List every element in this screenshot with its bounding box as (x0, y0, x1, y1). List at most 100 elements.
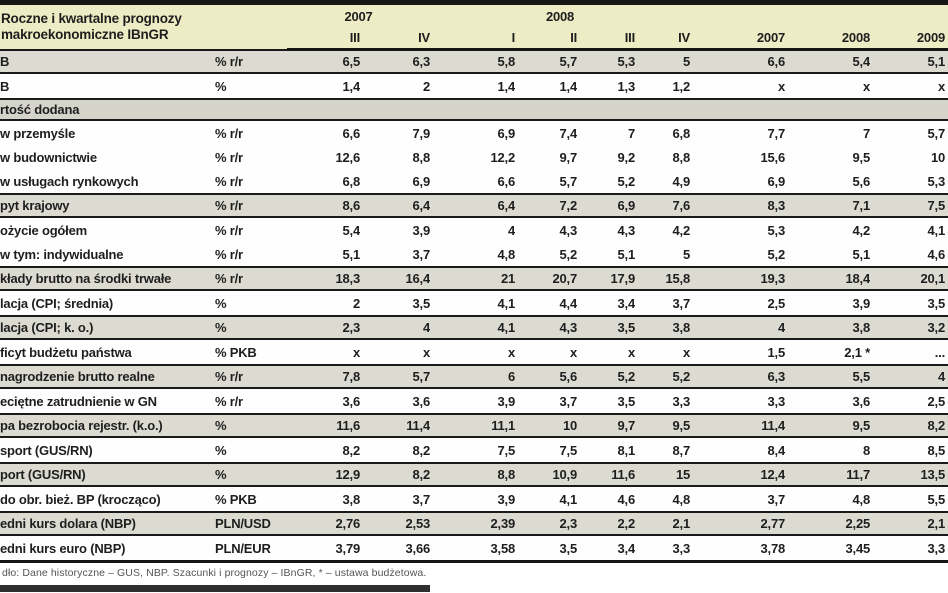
data-cell: 3,9 (785, 290, 871, 316)
data-cell: 4,8 (430, 242, 516, 267)
data-cell: 7,6 (635, 193, 691, 218)
row-unit: PLN/EUR (215, 535, 288, 563)
data-cell: 8,1 (577, 437, 636, 463)
data-cell: 4,3 (515, 315, 578, 340)
data-cell: 5,3 (577, 48, 636, 74)
data-cell: 8,2 (870, 413, 948, 438)
row-unit: % (215, 290, 288, 316)
data-cell: 6,3 (360, 48, 431, 74)
row-unit: % PKB (215, 339, 288, 365)
data-cell: 7 (577, 120, 636, 145)
data-cell: 10,9 (515, 462, 578, 487)
row-label: w przemyśle (0, 120, 215, 145)
data-cell: 4,2 (785, 217, 871, 242)
data-cell: 15 (635, 462, 691, 487)
data-cell: 8,7 (635, 437, 691, 463)
data-cell: 6 (430, 364, 516, 389)
data-cell: 3,5 (870, 290, 948, 316)
data-cell: 4 (870, 364, 948, 389)
year-col-header: 2008 (785, 27, 871, 51)
quarter-col-header: III (287, 27, 361, 51)
data-cell: 8,8 (430, 462, 516, 487)
data-cell: 5,7 (515, 48, 578, 74)
table-row: pa bezrobocia rejestr. (k.o.)% 11,6 11,4 11… (0, 413, 948, 438)
data-cell: 3,79 (287, 535, 361, 563)
data-cell: 4,9 (635, 169, 691, 194)
data-cell: 2,3 (287, 315, 361, 340)
data-cell: 4,1 (430, 290, 516, 316)
table-row: ficyt budżetu państwa% PKB x x x x x x 1,5 2,1 *… (0, 339, 948, 365)
data-cell: 9,2 (577, 145, 636, 169)
data-cell: 2,3 (515, 511, 578, 536)
data-cell: 2 (287, 290, 361, 316)
data-cell: 7,5 (430, 437, 516, 463)
data-cell: 7,1 (785, 193, 871, 218)
data-cell: 3,8 (635, 315, 691, 340)
data-cell: 4 (430, 217, 516, 242)
data-cell: 2,39 (430, 511, 516, 536)
data-cell: 9,5 (635, 413, 691, 438)
row-label: lacja (CPI; średnia) (0, 290, 215, 316)
data-cell: 5,2 (577, 364, 636, 389)
data-cell: 6,9 (577, 193, 636, 218)
data-cell: 2,1 (635, 511, 691, 536)
table-row: edni kurs euro (NBP) PLN/EUR 3,79 3,66 3,58 3… (0, 535, 948, 563)
data-cell: 4,8 (635, 486, 691, 512)
data-cell: 8,4 (690, 437, 786, 463)
data-cell: 2,76 (287, 511, 361, 536)
data-cell: x (577, 339, 636, 365)
data-cell: 7,7 (690, 120, 786, 145)
data-cell: 8,2 (360, 437, 431, 463)
row-unit: % (215, 437, 288, 463)
data-cell: x (870, 73, 948, 99)
data-cell: 18,4 (785, 266, 871, 291)
data-cell: 6,8 (635, 120, 691, 145)
data-cell: 3,5 (577, 388, 636, 414)
data-cell: 1,5 (690, 339, 786, 365)
row-label: ficyt budżetu państwa (0, 339, 215, 365)
data-cell: 8,2 (287, 437, 361, 463)
row-label: sport (GUS/RN) (0, 437, 215, 463)
data-cell: 3,7 (360, 242, 431, 267)
data-cell: 4,3 (577, 217, 636, 242)
table-row: port (GUS/RN)% 12,9 8,2 8,8 10,9 11,6 15 12,4 11… (0, 462, 948, 487)
row-unit: % r/r (215, 48, 288, 74)
data-cell: 18,3 (287, 266, 361, 291)
data-cell: 4,3 (515, 217, 578, 242)
table-row: ożycie ogółem% r/r 5,4 3,9 4 4,3 4,3 4,2 5,3 4,2… (0, 217, 948, 242)
data-cell: 11,6 (287, 413, 361, 438)
data-cell: 2,25 (785, 511, 871, 536)
data-cell: 3,58 (430, 535, 516, 563)
data-cell: 10 (870, 145, 948, 169)
source-note: dło: Dane historyczne – GUS, NBP. Szacun… (2, 567, 427, 579)
data-cell: 3,6 (785, 388, 871, 414)
row-label: kłady brutto na środki trwałe (0, 266, 215, 291)
table-row: nagrodzenie brutto realne% r/r 7,8 5,7 6 5,6… (0, 364, 948, 389)
data-cell: x (515, 339, 578, 365)
data-cell: 8,5 (870, 437, 948, 463)
data-cell: 5,3 (690, 217, 786, 242)
data-cell: 10 (515, 413, 578, 438)
data-cell: 2,5 (690, 290, 786, 316)
year-col-header: 2009 (870, 27, 948, 51)
row-label: eciętne zatrudnienie w GN (0, 388, 215, 414)
data-cell: 7,9 (360, 120, 431, 145)
data-cell: 4,4 (515, 290, 578, 316)
row-label: nagrodzenie brutto realne (0, 364, 215, 389)
quarter-col-header: IV (635, 27, 691, 51)
data-cell: 3,3 (635, 388, 691, 414)
data-cell: 5,2 (690, 242, 786, 267)
data-cell: x (287, 339, 361, 365)
table-title: Roczne i kwartalne prognozy makroekonomi… (0, 5, 288, 50)
data-cell: 6,9 (690, 169, 786, 194)
data-cell: 7,4 (515, 120, 578, 145)
data-cell: 3,8 (785, 315, 871, 340)
data-cell: 11,1 (430, 413, 516, 438)
section-row: rtość dodana (0, 98, 948, 121)
data-cell: 8,3 (690, 193, 786, 218)
data-cell: 4 (690, 315, 786, 340)
top-rule-bar (0, 0, 948, 5)
data-cell: 3,5 (577, 315, 636, 340)
data-cell: 2,5 (870, 388, 948, 414)
